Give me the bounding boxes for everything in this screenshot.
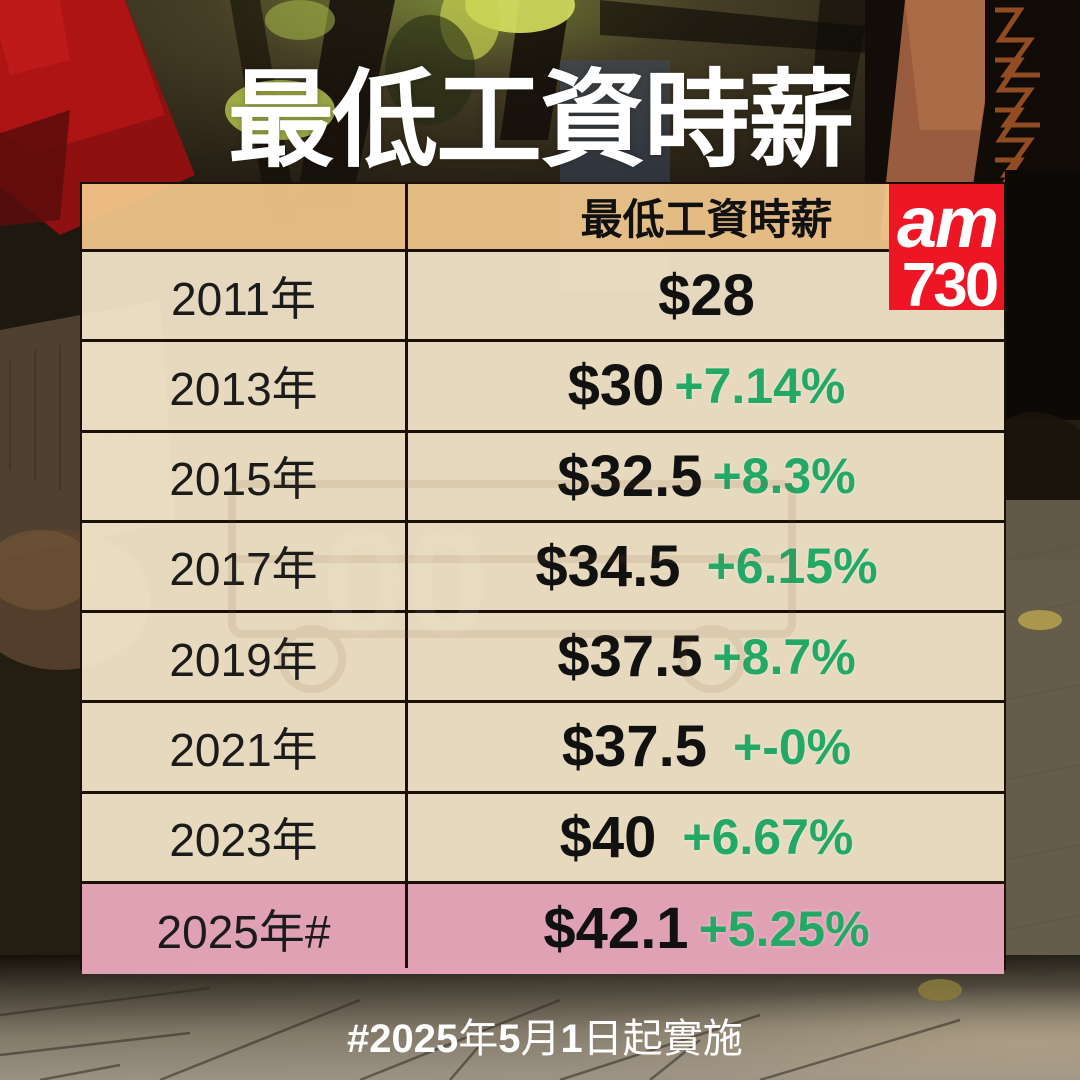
svg-text:730: 730 xyxy=(902,251,997,310)
